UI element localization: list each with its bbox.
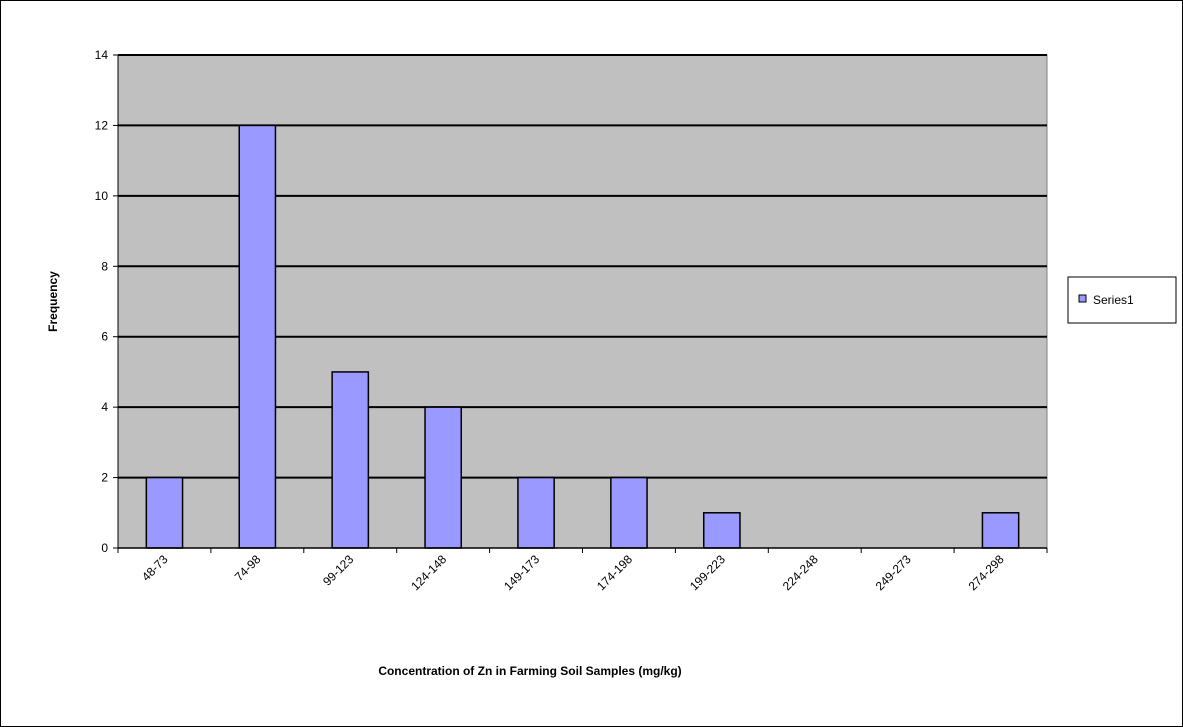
- bar: [424, 406, 463, 549]
- x-tick-label: 224-248: [780, 552, 821, 593]
- x-tick-label: 174-198: [594, 552, 635, 593]
- x-tick-label: 274-298: [966, 552, 1007, 593]
- y-tick-label: 10: [95, 189, 109, 203]
- bar: [981, 512, 1020, 549]
- y-axis-title: Frequency: [46, 271, 60, 332]
- bar: [517, 476, 555, 549]
- y-tick-label: 6: [101, 330, 108, 344]
- y-tick-label: 8: [101, 259, 108, 273]
- bar: [610, 476, 648, 549]
- bar: [145, 476, 184, 549]
- y-tick-label: 4: [101, 400, 108, 414]
- bars: [145, 124, 1020, 549]
- x-tick-label: 74-98: [232, 552, 264, 584]
- y-tick-labels: 0 2 4 6 8 10 12 14: [95, 48, 109, 555]
- x-tick-label: 99-123: [320, 552, 357, 589]
- legend-swatch: [1078, 294, 1087, 303]
- legend: Series1: [1067, 276, 1177, 324]
- x-tick-label: 149-173: [501, 552, 542, 593]
- axes: [113, 54, 1048, 553]
- bar: [702, 512, 741, 549]
- y-tick-label: 2: [101, 471, 108, 485]
- x-tick-labels: 48-73 74-98 99-123 124-148 149-173 174-198 199…: [139, 552, 1007, 593]
- x-tick-label: 48-73: [139, 552, 171, 584]
- x-tick-label: 249-273: [873, 552, 914, 593]
- x-axis-title: Concentration of Zn in Farming Soil Samp…: [378, 664, 681, 678]
- legend-label-series1: Series1: [1093, 293, 1134, 307]
- y-tick-label: 12: [95, 118, 109, 132]
- bar: [331, 371, 370, 549]
- x-tick-label: 124-148: [408, 552, 449, 593]
- y-tick-label: 0: [101, 541, 108, 555]
- x-tick-label: 199-223: [687, 552, 728, 593]
- y-tick-label: 14: [95, 48, 109, 62]
- bar: [238, 124, 277, 549]
